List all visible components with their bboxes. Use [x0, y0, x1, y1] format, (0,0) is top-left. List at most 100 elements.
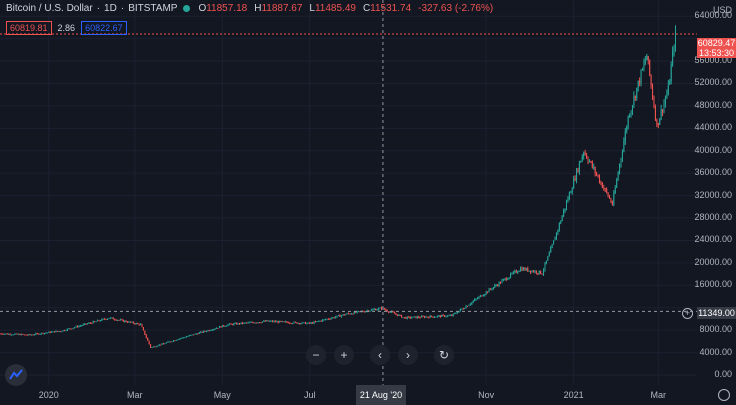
candle-body	[332, 317, 334, 319]
price-tick-label: 48000.00	[694, 99, 732, 110]
candle-body	[558, 223, 560, 230]
candle-body	[32, 334, 34, 336]
candle-body	[663, 102, 665, 112]
candle-body	[162, 343, 164, 345]
candle-body	[151, 347, 153, 349]
scroll-right-icon[interactable]: ›	[398, 345, 418, 365]
candle-body	[85, 323, 87, 325]
sell-button[interactable]: 60819.81	[6, 21, 52, 35]
candle-body	[639, 80, 641, 84]
candle-body	[396, 314, 398, 316]
candle-body	[142, 327, 144, 331]
candle-body	[293, 321, 295, 324]
candle-body	[454, 313, 456, 315]
candle-body	[112, 317, 114, 320]
candle-body	[273, 321, 275, 323]
candle-body	[603, 187, 605, 189]
candle-body	[154, 346, 156, 348]
candle-body	[426, 316, 428, 318]
candle-body	[535, 270, 537, 274]
candle-body	[312, 322, 314, 324]
candle-body	[79, 325, 81, 327]
candle-body	[317, 321, 319, 323]
crosshair-date-label: 21 Aug '20	[356, 385, 406, 405]
candle-body	[512, 271, 514, 274]
candle-body	[249, 322, 251, 324]
ohlc-open: O11857.18	[198, 3, 248, 14]
candle-body	[165, 342, 167, 344]
candle-body	[8, 333, 10, 335]
zoom-in-icon[interactable]: +	[334, 345, 354, 365]
candle-body	[15, 333, 17, 335]
price-tick-label: 8000.00	[699, 324, 732, 335]
market-status-icon	[183, 5, 191, 12]
candle-body	[127, 321, 129, 323]
scroll-left-icon[interactable]: ‹	[370, 345, 390, 365]
candle-body	[280, 320, 282, 322]
candle-body	[178, 338, 180, 340]
candle-body	[286, 321, 288, 323]
candle-body	[264, 320, 266, 322]
candle-body	[6, 333, 8, 335]
candle-body	[643, 62, 645, 69]
candle-body	[69, 328, 71, 330]
candle-body	[664, 98, 666, 103]
add-alert-icon[interactable]: +	[682, 308, 693, 319]
candle-body	[389, 311, 391, 313]
candle-body	[650, 75, 652, 86]
candle-body	[385, 309, 387, 311]
candle-body	[228, 323, 230, 325]
candle-body	[183, 337, 185, 339]
tradingview-logo-icon[interactable]	[5, 364, 27, 386]
price-tick-label: 4000.00	[699, 346, 732, 357]
symbol-legend[interactable]: Bitcoin / U.S. Dollar · 1D · BITSTAMP O1…	[6, 3, 493, 14]
candle-body	[541, 273, 543, 275]
candle-body	[477, 298, 479, 300]
candle-body	[442, 315, 444, 317]
candle-body	[307, 322, 309, 324]
candle-body	[330, 318, 332, 320]
candle-body	[155, 346, 157, 348]
candle-body	[244, 322, 246, 324]
candle-body	[613, 193, 615, 205]
candle-body	[237, 323, 239, 325]
candle-body	[157, 345, 159, 347]
candle-body	[488, 288, 490, 293]
candle-body	[125, 320, 127, 322]
candle-body	[662, 109, 664, 112]
candle-body	[637, 80, 639, 88]
candle-body	[55, 330, 57, 333]
candle-body	[259, 322, 261, 324]
candle-body	[243, 322, 245, 324]
candle-body	[135, 323, 137, 325]
candle-body	[137, 323, 139, 325]
candle-body	[287, 322, 289, 324]
candle-body	[263, 320, 265, 322]
zoom-out-icon[interactable]: −	[306, 345, 326, 365]
candle-body	[478, 296, 480, 299]
candle-body	[378, 308, 380, 310]
candle-body	[184, 337, 186, 339]
buy-button[interactable]: 60822.67	[81, 21, 127, 35]
candle-body	[412, 316, 414, 318]
candle-body	[296, 322, 298, 324]
candle-body	[333, 317, 335, 319]
candle-body	[253, 322, 255, 324]
candle-body	[472, 300, 474, 303]
candle-body	[670, 64, 672, 82]
candle-body	[363, 311, 365, 313]
candle-body	[148, 340, 150, 345]
candle-body	[13, 333, 15, 335]
candle-body	[563, 210, 565, 216]
candle-body	[320, 320, 322, 322]
settings-icon[interactable]	[718, 389, 730, 401]
candle-body	[226, 325, 228, 327]
price-tick-label: 56000.00	[694, 55, 732, 66]
candle-body	[111, 317, 113, 319]
time-tick-label: Mar	[127, 390, 143, 400]
candle-body	[468, 304, 470, 307]
candle-body	[203, 330, 205, 333]
candle-body	[495, 285, 497, 287]
reset-icon[interactable]: ↻	[434, 345, 454, 365]
